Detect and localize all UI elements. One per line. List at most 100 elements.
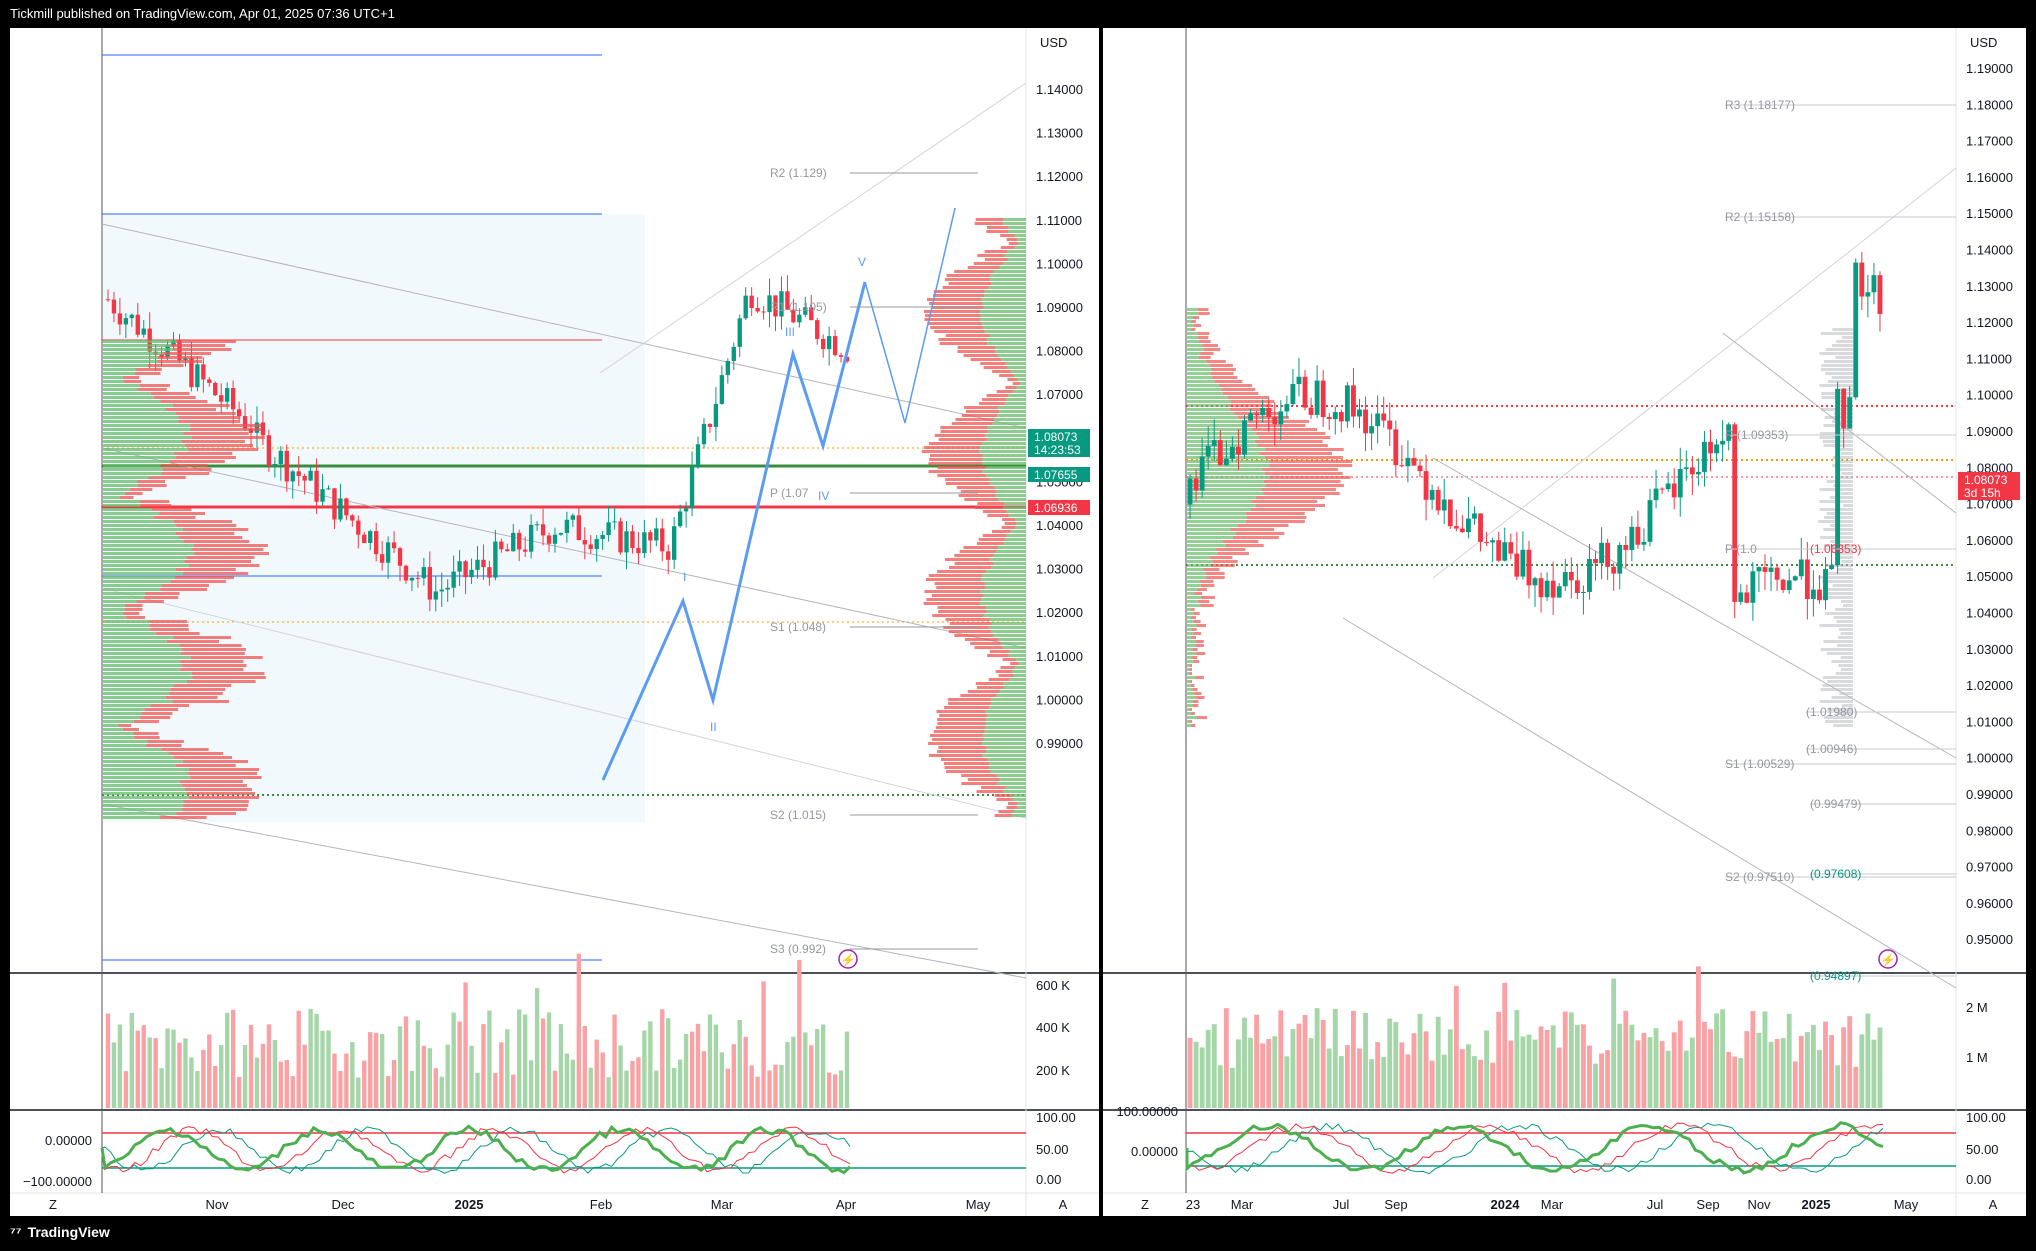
pivot-label: (0.94897) [1810,969,1861,983]
price-tick-label: 1.07000 [1036,387,1083,402]
left-chart-panel[interactable]: I II III IV V R2 (1.129) R1 (1.105) P (1.0… [10,28,1099,1216]
price-tick-label: 1.18000 [1966,97,2013,112]
pivot-label: (1.01980) [1806,705,1857,719]
price-tick-label: 1.11000 [1036,213,1082,228]
right-candles [1187,251,1883,621]
pivot-label: S2 (0.97510) [1725,870,1794,884]
left-volume-axis: 600 K 400 K 200 K [1036,978,1070,1078]
left-volume-bars [105,953,850,1108]
left-time-axis[interactable]: Nov Dec 2025 Feb Mar Apr May [205,1197,990,1212]
price-badge-sub: 14:23:53 [1034,443,1081,457]
right-z-button[interactable]: Z [1141,1197,1149,1212]
price-tick-label: 1.04000 [1966,606,2013,621]
price-badge-text: 1.07655 [1034,468,1078,482]
volume-tick-label: 1 M [1966,1050,1988,1065]
right-volume-axis: 2 M 1 M [1966,1000,1988,1065]
left-volume-profile [103,218,1026,819]
osc-tick-label: 50.00 [1036,1142,1069,1157]
left-a-button[interactable]: A [1059,1197,1068,1212]
pivot-label: S1 (1.00529) [1725,757,1794,771]
price-tick-label: 1.12000 [1036,169,1083,184]
right-volume-bars [1187,966,1883,1108]
price-tick-label: 1.13000 [1036,126,1083,141]
time-tick-label: Nov [205,1197,229,1212]
right-chart-canvas[interactable]: R3 (1.18177) R2 (1.15158) R (1.09353) P (1.… [1103,28,2026,1216]
price-tick-label: 1.03000 [1036,562,1083,577]
price-tick-label: 1.01000 [1036,649,1083,664]
lightning-icon[interactable] [838,949,858,969]
wave-III: III [785,325,795,339]
time-tick-label: Mar [1541,1197,1564,1212]
tradingview-logo-icon: ⁷⁷ [10,1224,22,1240]
right-a-button[interactable]: A [1989,1197,1998,1212]
price-tick-label: 1.14000 [1036,82,1083,97]
lightning-glyph-right: ⚡ [1881,953,1896,967]
tradingview-brand[interactable]: ⁷⁷ TradingView [10,1224,110,1240]
price-tick-label: 1.11000 [1966,351,2012,366]
publisher-text: Tickmill published on TradingView.com, A… [10,6,395,21]
price-tick-label: 0.98000 [1966,823,2013,838]
price-tick-label: 1.05000 [1966,569,2013,584]
price-tick-label: 1.04000 [1036,518,1083,533]
price-tick-label: 0.99000 [1036,736,1083,751]
right-time-axis[interactable]: 23 Mar Jul Sep 2024 Mar Jul Sep Nov 2025 May [1186,1197,1919,1212]
left-pivot-levels: R2 (1.129) R1 (1.105) P (1.07 S1 (1.048) S2 … [770,166,978,956]
left-price-axis[interactable]: 1.14000 1.13000 1.12000 1.11000 1.10000 1.090… [1036,82,1083,751]
price-tick-label: 1.02000 [1966,678,2013,693]
price-tick-label: 1.01000 [1966,714,2013,729]
footer-bar: ⁷⁷ TradingView [0,1216,2036,1251]
pivot-label: (1.00946) [1806,742,1857,756]
price-badge-text: 1.08073 [1034,430,1078,444]
lightning-glyph: ⚡ [841,953,856,967]
pivot-label: (1.06353) [1810,542,1861,556]
time-tick-label: Apr [836,1197,857,1212]
pivot-label: S1 (1.048) [770,620,826,634]
time-tick-label: Jul [1647,1197,1664,1212]
price-badge-sub: 3d 15h [1964,486,2001,500]
price-tick-label: 1.10000 [1036,256,1083,271]
time-tick-label: Nov [1747,1197,1771,1212]
time-tick-label: Sep [1696,1197,1719,1212]
left-osc-axis: 100.00 50.00 0.00 0.00000 −100.00000 [23,1110,1076,1189]
price-tick-label: 1.19000 [1966,61,2013,76]
elliott-wave-line [601,281,867,781]
price-tick-label: 1.06000 [1966,533,2013,548]
currency-label: USD [1040,35,1067,50]
time-tick-label: Mar [711,1197,734,1212]
wave-IV: IV [818,489,829,503]
time-tick-label: Mar [1231,1197,1254,1212]
pivot-label: R1 (1.105) [770,300,827,314]
projection-line [864,207,956,424]
osc-tick-label: 50.00 [1966,1142,1999,1157]
price-tick-label: 1.10000 [1966,388,2013,403]
price-badge [1028,429,1090,457]
lightning-icon-right[interactable] [1878,949,1898,969]
time-tick-label: Dec [331,1197,355,1212]
right-price-axis[interactable]: 1.19000 1.18000 1.17000 1.16000 1.15000 1.140… [1966,61,2013,947]
left-z-button[interactable]: Z [49,1197,57,1212]
osc-left-tick-label: −100.00000 [23,1174,92,1189]
pivot-label: R (1.09353) [1725,428,1788,442]
price-tick-label: 1.12000 [1966,315,2013,330]
osc-left-tick-label: 0.00000 [1131,1144,1178,1159]
wave-V: V [858,255,866,269]
volume-tick-label: 200 K [1036,1063,1070,1078]
publisher-header: Tickmill published on TradingView.com, A… [0,0,2036,28]
osc-left-tick-label: 0.00000 [45,1133,92,1148]
price-tick-label: 0.99000 [1966,787,2013,802]
price-tick-label: 0.95000 [1966,932,2013,947]
price-tick-label: 1.13000 [1966,279,2013,294]
volume-tick-label: 400 K [1036,1020,1070,1035]
osc-tick-label: 100.00 [1036,1110,1076,1125]
price-tick-label: 1.14000 [1966,243,2013,258]
pivot-label: R3 (1.18177) [1725,98,1795,112]
time-tick-label: Sep [1384,1197,1407,1212]
wave-I: I [683,570,686,584]
volume-tick-label: 600 K [1036,978,1070,993]
left-chart-canvas[interactable]: I II III IV V R2 (1.129) R1 (1.105) P (1.0… [10,28,1099,1216]
price-tick-label: 1.08000 [1966,460,2013,475]
right-chart-panel[interactable]: R3 (1.18177) R2 (1.15158) R (1.09353) P (1.… [1103,28,2026,1216]
osc-left-tick-label: 100.00000 [1117,1104,1178,1119]
time-tick-label: 2025 [1802,1197,1831,1212]
